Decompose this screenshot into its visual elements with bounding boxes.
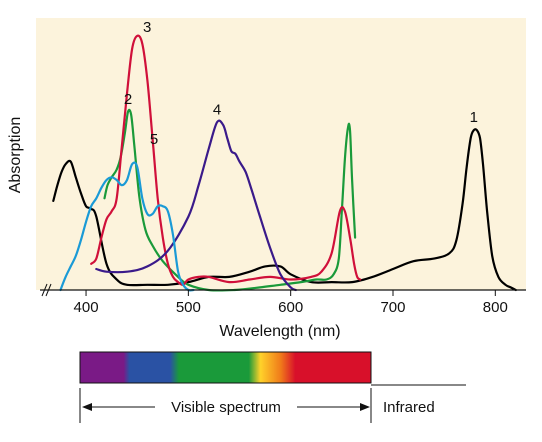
y-axis-label: Absorption bbox=[7, 117, 24, 194]
series-labels: 1 2 3 4 5 bbox=[124, 19, 478, 148]
visible-arrowhead-left bbox=[82, 403, 92, 411]
series-layer bbox=[52, 34, 517, 292]
visible-spectrum-label: Visible spectrum bbox=[171, 399, 281, 416]
x-tick-label-800: 800 bbox=[483, 299, 508, 316]
x-axis-label: Wavelength (nm) bbox=[219, 323, 340, 340]
visible-spectrum-bar bbox=[79, 351, 372, 384]
series-line-3 bbox=[90, 34, 362, 286]
plot-area bbox=[36, 18, 526, 290]
spectrum-gradient bbox=[79, 351, 372, 384]
axis-break-mark-1 bbox=[41, 283, 48, 297]
infrared-label: Infrared bbox=[383, 399, 435, 416]
x-tick-label-500: 500 bbox=[176, 299, 201, 316]
series-line-5 bbox=[59, 161, 195, 292]
series-line-4 bbox=[95, 119, 297, 292]
series-number-label-1: 1 bbox=[470, 109, 478, 126]
x-ticks: 400 500 600 700 800 bbox=[74, 290, 508, 316]
x-tick-label-600: 600 bbox=[278, 299, 303, 316]
x-axis: 400 500 600 700 800 bbox=[40, 283, 526, 316]
series-number-label-5: 5 bbox=[150, 131, 158, 148]
axis-break-mark-2 bbox=[45, 283, 52, 297]
series-number-label-2: 2 bbox=[124, 91, 132, 108]
x-tick-label-400: 400 bbox=[74, 299, 99, 316]
visible-arrowhead-right bbox=[360, 403, 370, 411]
series-number-label-3: 3 bbox=[143, 19, 151, 36]
x-tick-label-700: 700 bbox=[380, 299, 405, 316]
series-number-label-4: 4 bbox=[213, 101, 221, 118]
